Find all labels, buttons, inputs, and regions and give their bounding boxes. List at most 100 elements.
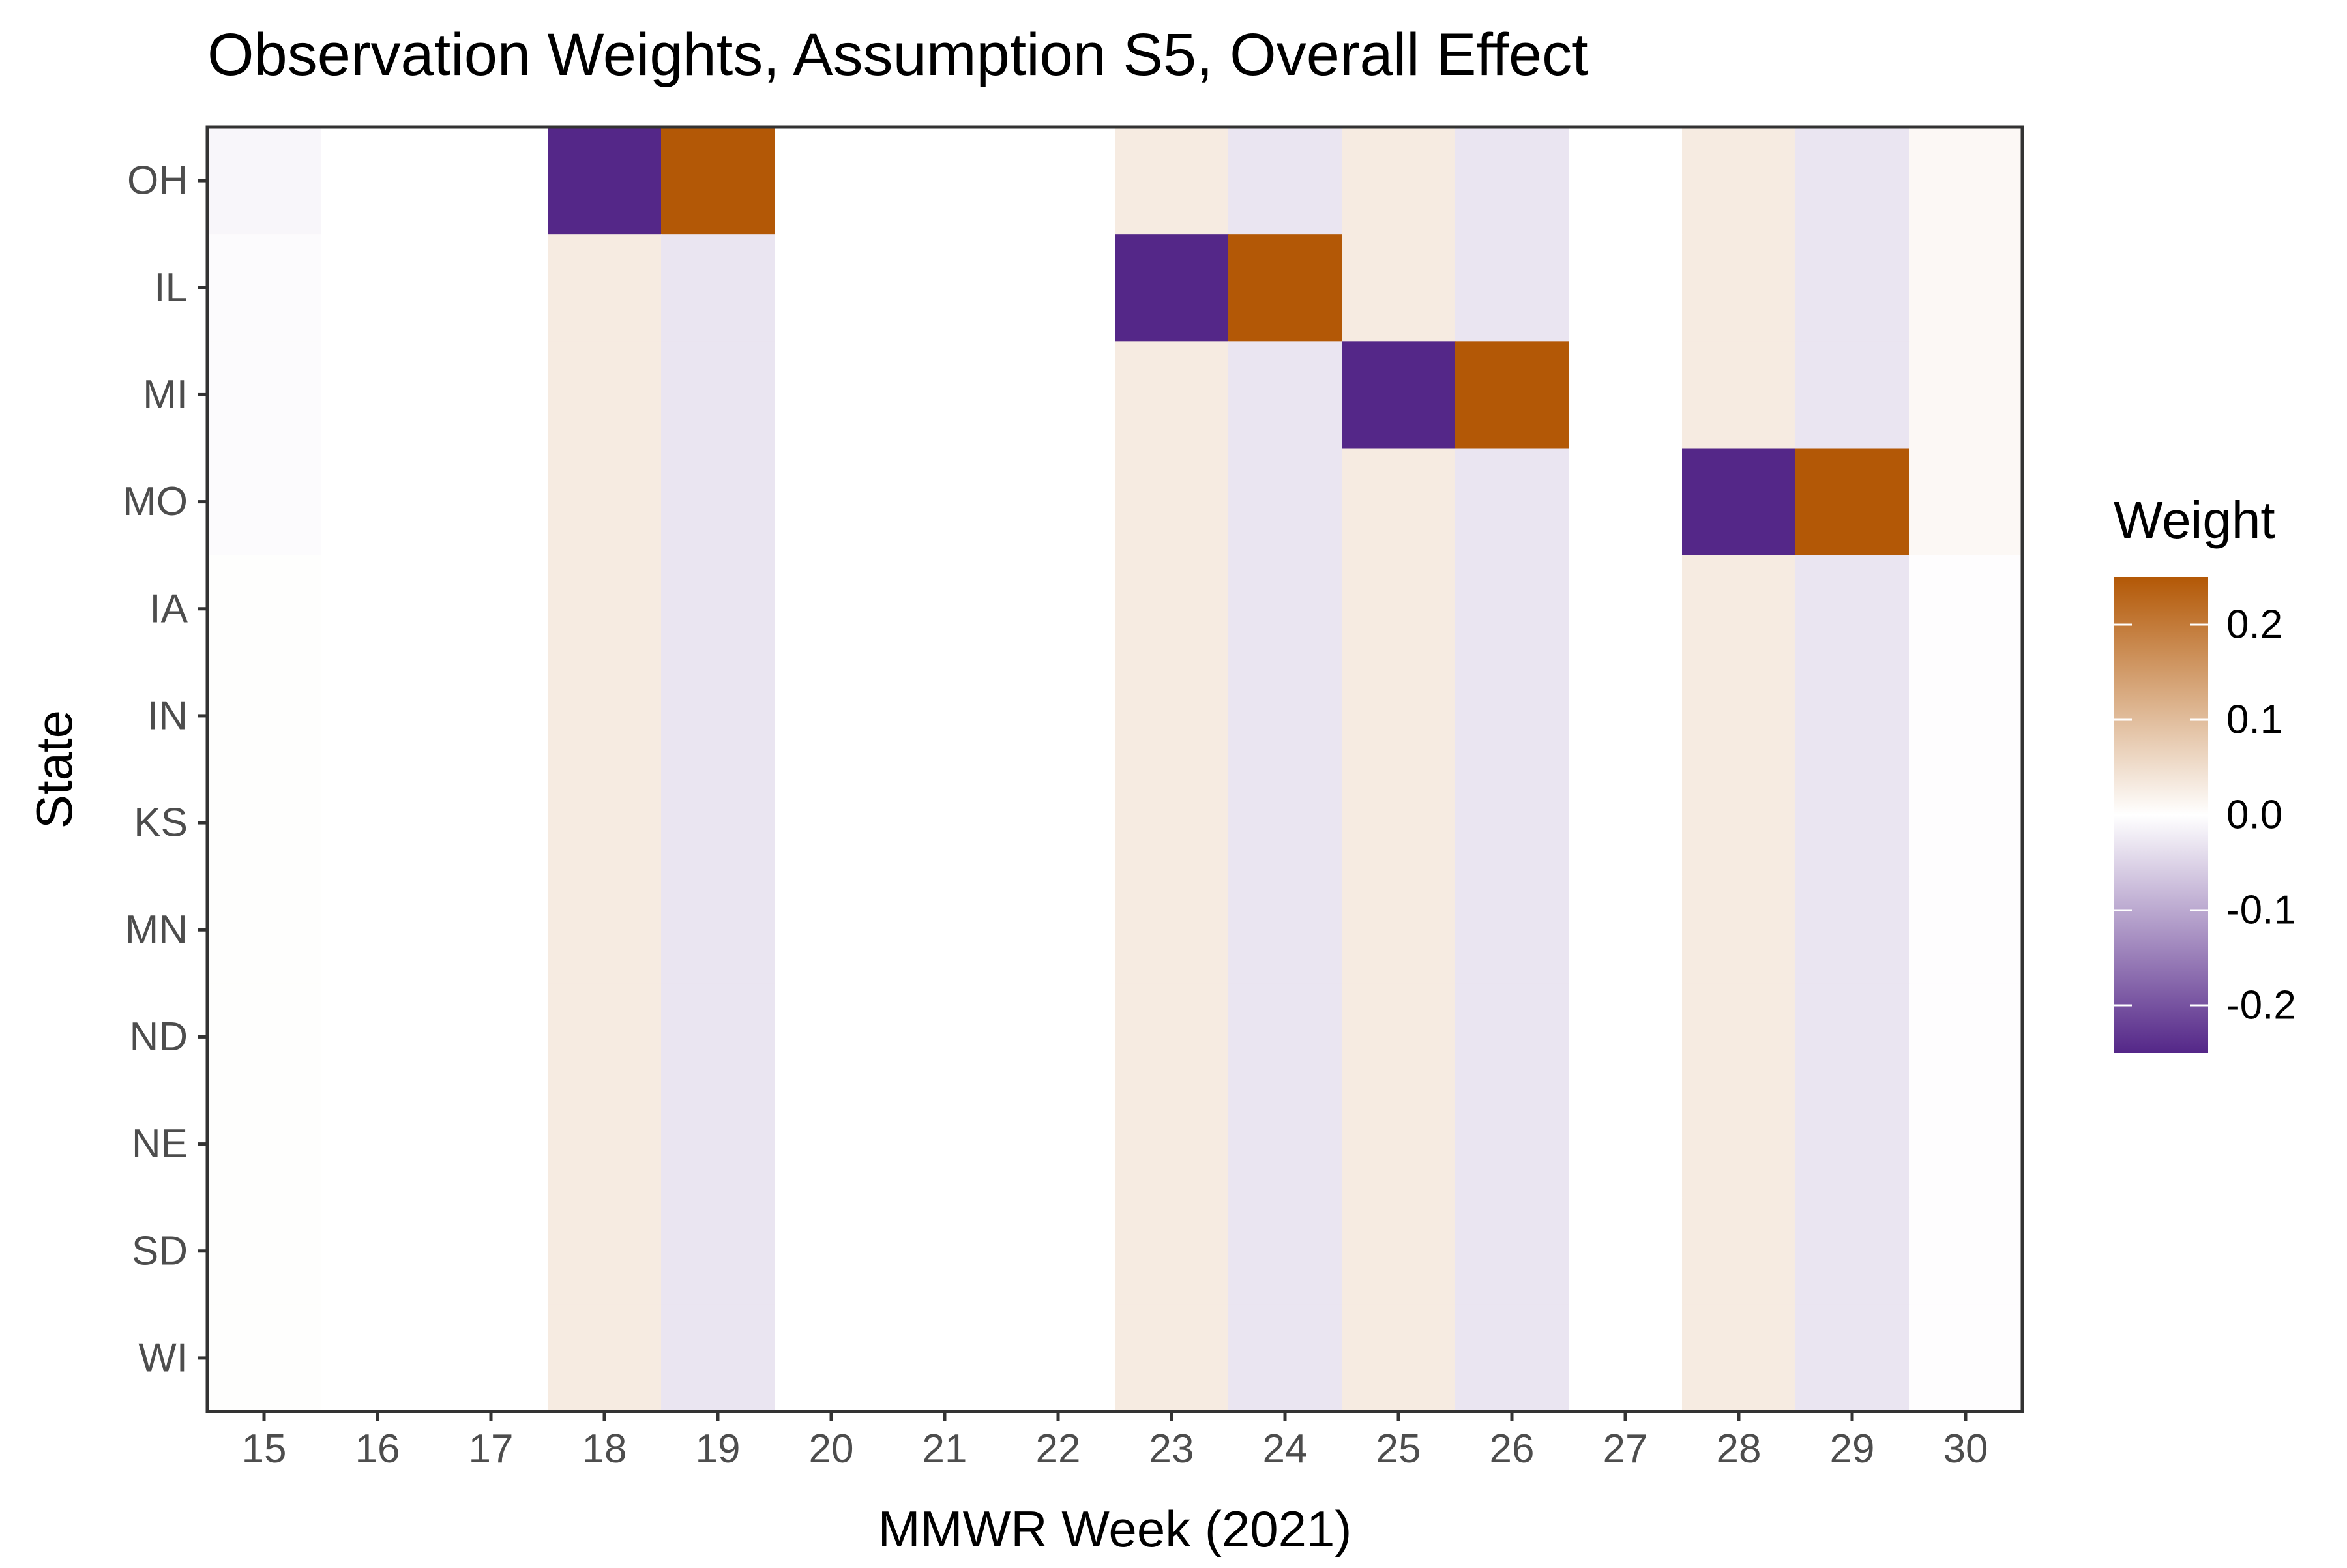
heatmap-cell-MO-25 [1342, 448, 1456, 556]
heatmap-cell-MI-22 [1001, 341, 1115, 449]
heatmap-cell-WI-21 [888, 1304, 1002, 1412]
heatmap-cell-IN-15 [207, 662, 321, 770]
heatmap-cell-OH-27 [1569, 127, 1683, 235]
heatmap-cells [207, 127, 2023, 1412]
heatmap-cell-IA-15 [207, 555, 321, 663]
heatmap-cell-MO-28 [1682, 448, 1796, 556]
heatmap-cell-OH-26 [1455, 127, 1569, 235]
heatmap-cell-IA-22 [1001, 555, 1115, 663]
y-tick-label-SD: SD [132, 1228, 188, 1273]
heatmap-cell-KS-25 [1342, 769, 1456, 877]
heatmap-cell-OH-29 [1795, 127, 1910, 235]
heatmap-cell-NE-27 [1569, 1090, 1683, 1198]
heatmap-cell-MO-16 [321, 448, 435, 556]
heatmap-cell-ND-15 [207, 983, 321, 1091]
heatmap-cell-IN-17 [434, 662, 548, 770]
heatmap-cell-MI-16 [321, 341, 435, 449]
heatmap-cell-IN-26 [1455, 662, 1569, 770]
heatmap-cell-KS-26 [1455, 769, 1569, 877]
heatmap-cell-ND-19 [661, 983, 775, 1091]
heatmap-cell-WI-19 [661, 1304, 775, 1412]
heatmap-cell-WI-30 [1909, 1304, 2023, 1412]
heatmap-cell-MN-25 [1342, 876, 1456, 984]
heatmap-cell-WI-15 [207, 1304, 321, 1412]
heatmap-cell-MO-27 [1569, 448, 1683, 556]
x-tick-label-18: 18 [582, 1427, 627, 1472]
heatmap-cell-MN-22 [1001, 876, 1115, 984]
legend-ticks: 0.2 0.1 0.0 -0.1 -0.2 [2114, 602, 2296, 1028]
heatmap-cell-NE-19 [661, 1090, 775, 1198]
y-tick-label-MN: MN [125, 908, 188, 953]
heatmap-cell-IN-16 [321, 662, 435, 770]
heatmap-cell-MI-28 [1682, 341, 1796, 449]
heatmap-cell-MO-20 [775, 448, 889, 556]
heatmap-cell-OH-30 [1909, 127, 2023, 235]
heatmap-cell-OH-22 [1001, 127, 1115, 235]
heatmap-cell-IA-16 [321, 555, 435, 663]
heatmap-cell-IA-24 [1228, 555, 1342, 663]
heatmap-cell-OH-28 [1682, 127, 1796, 235]
heatmap-cell-WI-16 [321, 1304, 435, 1412]
heatmap-cell-KS-18 [548, 769, 662, 877]
heatmap-cell-ND-28 [1682, 983, 1796, 1091]
heatmap-cell-OH-25 [1342, 127, 1456, 235]
heatmap-cell-MN-27 [1569, 876, 1683, 984]
heatmap-cell-MN-24 [1228, 876, 1342, 984]
heatmap-cell-KS-16 [321, 769, 435, 877]
heatmap-cell-MN-28 [1682, 876, 1796, 984]
heatmap-cell-MI-17 [434, 341, 548, 449]
heatmap-cell-ND-29 [1795, 983, 1910, 1091]
heatmap-cell-IL-15 [207, 234, 321, 342]
legend: Weight 0.2 0.1 0.0 -0.1 -0.2 [2114, 491, 2296, 1053]
heatmap-cell-IA-21 [888, 555, 1002, 663]
heatmap-cell-MO-30 [1909, 448, 2023, 556]
heatmap-cell-IA-20 [775, 555, 889, 663]
heatmap-cell-ND-26 [1455, 983, 1569, 1091]
y-tick-label-WI: WI [138, 1335, 188, 1380]
heatmap-cell-IL-28 [1682, 234, 1796, 342]
heatmap-cell-ND-23 [1115, 983, 1229, 1091]
heatmap-cell-IA-30 [1909, 555, 2023, 663]
heatmap-cell-OH-17 [434, 127, 548, 235]
heatmap-cell-MO-17 [434, 448, 548, 556]
heatmap-cell-MO-23 [1115, 448, 1229, 556]
legend-tick-label: 0.1 [2226, 698, 2282, 743]
heatmap-cell-IA-27 [1569, 555, 1683, 663]
heatmap-cell-SD-18 [548, 1197, 662, 1305]
heatmap-cell-MI-25 [1342, 341, 1456, 449]
heatmap-cell-MO-15 [207, 448, 321, 556]
heatmap-cell-SD-23 [1115, 1197, 1229, 1305]
heatmap-cell-NE-25 [1342, 1090, 1456, 1198]
heatmap-cell-WI-22 [1001, 1304, 1115, 1412]
heatmap-cell-KS-22 [1001, 769, 1115, 877]
heatmap-cell-NE-29 [1795, 1090, 1910, 1198]
heatmap-cell-IN-29 [1795, 662, 1910, 770]
heatmap-cell-NE-20 [775, 1090, 889, 1198]
y-tick-label-MO: MO [123, 479, 188, 524]
heatmap-cell-MI-21 [888, 341, 1002, 449]
x-tick-label-16: 16 [355, 1427, 400, 1472]
heatmap-cell-MI-18 [548, 341, 662, 449]
heatmap-cell-MN-21 [888, 876, 1002, 984]
heatmap-cell-MN-26 [1455, 876, 1569, 984]
heatmap-cell-ND-24 [1228, 983, 1342, 1091]
y-tick-label-IN: IN [147, 693, 188, 738]
heatmap-cell-KS-19 [661, 769, 775, 877]
x-tick-label-15: 15 [242, 1427, 287, 1472]
heatmap-cell-SD-19 [661, 1197, 775, 1305]
heatmap-cell-SD-16 [321, 1197, 435, 1305]
heatmap-cell-ND-20 [775, 983, 889, 1091]
y-axis: OH IL MI MO IA IN KS MN ND NE SD WI [123, 158, 207, 1380]
x-tick-label-21: 21 [923, 1427, 967, 1472]
heatmap-cell-NE-26 [1455, 1090, 1569, 1198]
heatmap-cell-IN-19 [661, 662, 775, 770]
y-tick-label-IA: IA [149, 586, 188, 631]
heatmap-cell-MO-19 [661, 448, 775, 556]
heatmap-cell-IL-18 [548, 234, 662, 342]
heatmap-cell-SD-17 [434, 1197, 548, 1305]
heatmap-cell-MI-20 [775, 341, 889, 449]
heatmap-cell-IL-29 [1795, 234, 1910, 342]
heatmap-cell-IL-23 [1115, 234, 1229, 342]
